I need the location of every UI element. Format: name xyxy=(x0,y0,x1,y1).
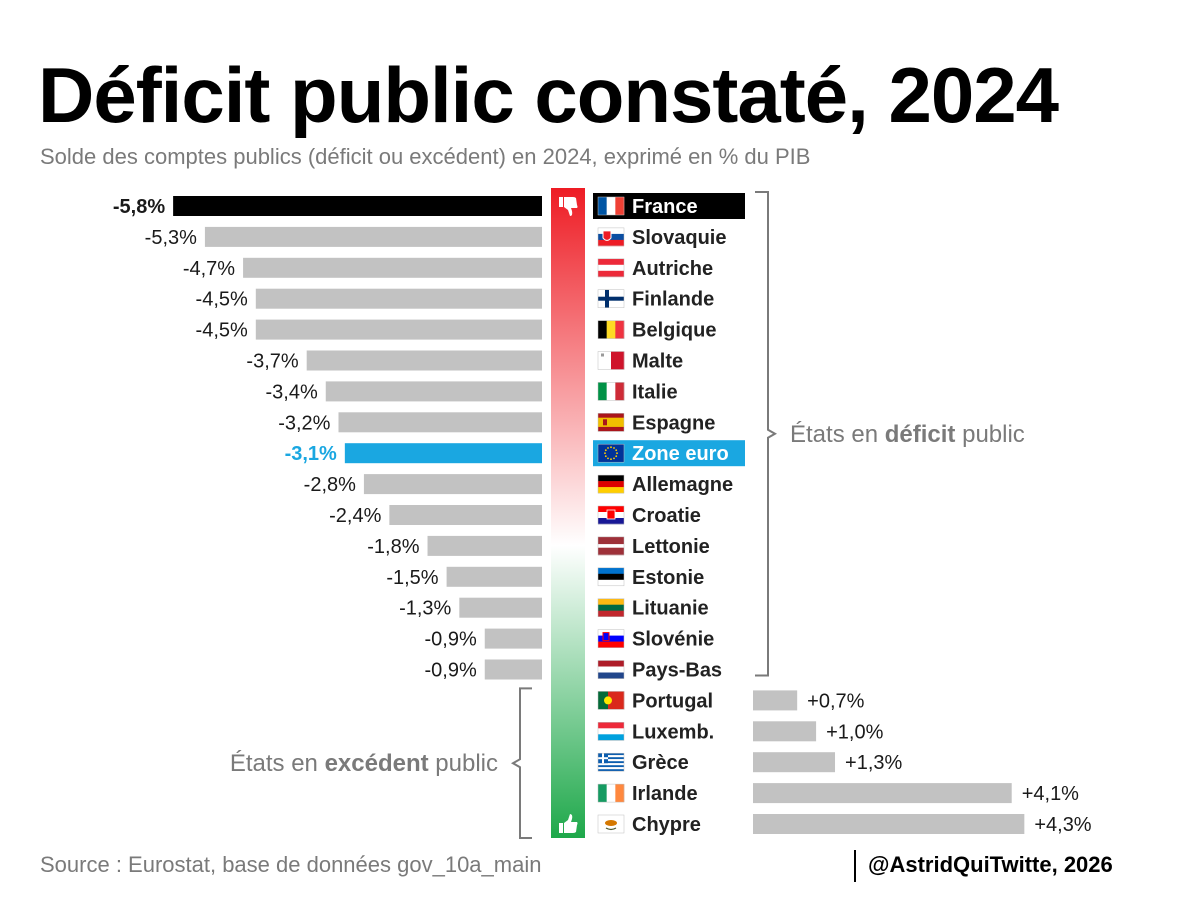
bar xyxy=(325,381,542,402)
flag-lv-icon xyxy=(597,536,625,556)
bar xyxy=(389,505,542,525)
flag-eu-icon xyxy=(597,443,625,463)
bar xyxy=(306,350,542,371)
country-label: Slovénie xyxy=(632,629,714,651)
bar xyxy=(363,474,542,495)
country-label: Chypre xyxy=(632,814,701,836)
flag-es-icon xyxy=(597,413,625,432)
value-label: +1,0% xyxy=(826,721,883,743)
bar xyxy=(255,288,543,309)
flag-ie-icon xyxy=(597,783,625,803)
flag-lt-icon xyxy=(597,598,625,617)
flag-sk-icon xyxy=(597,227,625,247)
flag-at-icon xyxy=(597,258,625,278)
value-label: +1,3% xyxy=(845,752,902,774)
flag-fr-icon xyxy=(597,196,625,216)
value-label: -1,8% xyxy=(367,536,419,558)
value-label: -3,4% xyxy=(266,381,318,403)
flag-si-icon xyxy=(597,629,625,648)
country-label: Luxemb. xyxy=(632,721,714,743)
value-label: -3,2% xyxy=(278,412,330,434)
flag-mt-icon xyxy=(597,351,625,370)
bar xyxy=(753,690,798,711)
flag-fi-icon xyxy=(597,289,625,308)
bar xyxy=(753,783,1012,804)
page-subtitle: Solde des comptes publics (déficit ou ex… xyxy=(40,144,811,169)
bar xyxy=(753,814,1025,834)
value-label: +4,3% xyxy=(1034,814,1091,836)
value-label: -5,8% xyxy=(113,196,165,218)
bar xyxy=(459,597,542,618)
thumbs-up-icon xyxy=(559,814,578,833)
country-label: Estonie xyxy=(632,567,704,589)
bar xyxy=(344,443,542,464)
flag-be-icon xyxy=(597,320,625,339)
value-label: -2,8% xyxy=(304,474,356,496)
value-label: -4,5% xyxy=(196,289,248,311)
source-note: Source : Eurostat, base de données gov_1… xyxy=(40,852,542,877)
bar xyxy=(255,319,543,340)
surplus-annotation: États en excédent public xyxy=(230,750,498,777)
flag-hr-icon xyxy=(597,505,625,525)
value-label: -1,3% xyxy=(399,598,451,620)
country-label: Belgique xyxy=(632,320,716,342)
value-label: -0,9% xyxy=(425,629,477,651)
value-label: -0,9% xyxy=(425,660,477,682)
page-title: Déficit public constaté, 2024 xyxy=(38,51,1059,139)
country-label: Irlande xyxy=(632,783,698,805)
flag-lu-icon xyxy=(597,722,625,741)
bar xyxy=(484,659,542,680)
deficit-bracket xyxy=(755,191,778,677)
value-label: -3,1% xyxy=(285,443,337,465)
country-label: Croatie xyxy=(632,505,701,527)
flag-it-icon xyxy=(597,382,625,401)
country-label: Italie xyxy=(632,381,678,403)
country-label: Pays-Bas xyxy=(632,660,722,682)
flag-ee-icon xyxy=(597,567,625,587)
country-label: Lituanie xyxy=(632,598,709,620)
value-label: +0,7% xyxy=(807,690,864,712)
country-label: Finlande xyxy=(632,289,714,311)
bar xyxy=(204,226,543,247)
value-label: -5,3% xyxy=(145,227,197,249)
value-label: -4,7% xyxy=(183,258,235,280)
value-label: -1,5% xyxy=(386,567,438,589)
country-label: Autriche xyxy=(632,258,713,280)
flag-nl-icon xyxy=(597,660,625,679)
surplus-bracket xyxy=(510,687,532,839)
country-label: Portugal xyxy=(632,690,713,712)
country-label: Malte xyxy=(632,351,683,373)
deficit-annotation: États en déficit public xyxy=(790,421,1025,448)
country-label: France xyxy=(632,196,698,218)
bar xyxy=(753,721,817,742)
thumbs-down-icon xyxy=(559,197,578,216)
author-credit: @AstridQuiTwitte, 2026 xyxy=(868,852,1113,877)
flag-cy-icon xyxy=(597,814,625,834)
bar xyxy=(338,412,542,433)
value-label: -2,4% xyxy=(329,505,381,527)
country-label: Zone euro xyxy=(632,443,729,465)
bar xyxy=(173,196,542,216)
credit-divider xyxy=(854,850,856,882)
bar xyxy=(243,257,542,278)
value-label: -3,7% xyxy=(246,351,298,373)
country-label: Slovaquie xyxy=(632,227,726,249)
bar xyxy=(427,535,542,556)
flag-gr-icon xyxy=(597,752,625,772)
value-label: +4,1% xyxy=(1022,783,1079,805)
country-label: Lettonie xyxy=(632,536,710,558)
value-label: -4,5% xyxy=(196,320,248,342)
country-label: Allemagne xyxy=(632,474,733,496)
flag-pt-icon xyxy=(597,691,625,710)
flag-de-icon xyxy=(597,474,625,494)
country-label: Espagne xyxy=(632,412,715,434)
country-label: Grèce xyxy=(632,752,689,774)
gradient-strip xyxy=(551,188,585,838)
bar xyxy=(446,566,542,587)
bar xyxy=(753,752,836,773)
bar xyxy=(484,628,542,649)
